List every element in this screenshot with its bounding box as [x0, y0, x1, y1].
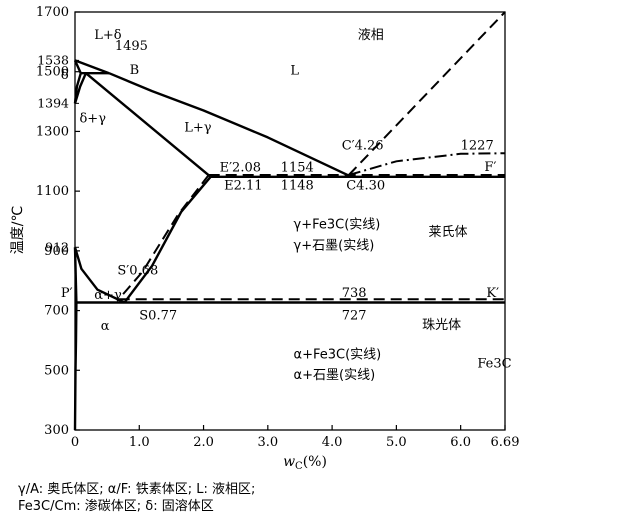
annotation: 727 — [342, 309, 367, 324]
annotation: B — [130, 63, 140, 78]
annotation: α — [101, 319, 110, 334]
solid-line-a3-gs — [73, 246, 126, 304]
x-axis-label-sub: C — [295, 461, 303, 472]
x-tick-label: 6.0 — [450, 435, 471, 450]
y-tick-label: 900 — [44, 244, 69, 259]
x-tick-label: 0 — [71, 435, 79, 450]
annotation: S′0.68 — [117, 264, 158, 279]
x-tick-label: 4.0 — [322, 435, 343, 450]
annotation: C4.30 — [346, 179, 385, 194]
y-tick-label: 1100 — [36, 184, 69, 199]
x-axis-label: wC(%) — [283, 454, 327, 472]
annotation: 1154 — [281, 161, 314, 176]
annotation: γ+Fe3C(实线) — [294, 217, 381, 232]
annotation: E′2.08 — [220, 161, 261, 176]
annotation: C′4.26 — [342, 138, 384, 153]
y-side-label: 912 — [45, 239, 69, 254]
annotation: α+γ — [94, 288, 122, 303]
annotation: S0.77 — [139, 309, 177, 324]
y-side-label: 1394 — [37, 95, 69, 110]
solid-line-solidus-je — [85, 72, 212, 178]
legend-line-1: γ/A: 奥氏体区; α/F: 铁素体区; L: 液相区; — [18, 482, 256, 497]
annotation: F′ — [484, 160, 496, 175]
x-tick-label: 6.69 — [491, 435, 520, 450]
annotation: Fe3C — [477, 356, 511, 371]
annotation: P′ — [61, 286, 73, 301]
y-axis-label: 温度/℃ — [10, 206, 26, 254]
dashed-line-graphite-acm — [117, 174, 210, 300]
y-tick-label: 300 — [44, 423, 69, 438]
annotation: L — [290, 64, 299, 79]
y-tick-label: 700 — [44, 304, 69, 319]
annotation: 1495 — [115, 39, 148, 54]
solid-line-solidus-ah — [73, 59, 82, 74]
annotation: 738 — [342, 286, 367, 301]
dashed-line-graphite-liquidus — [348, 11, 506, 176]
x-tick-label: 5.0 — [386, 435, 407, 450]
annotation: 液相 — [358, 28, 384, 43]
annotation: 莱氏体 — [429, 225, 468, 240]
solid-line-delta-solvus-jn — [73, 72, 88, 104]
annotation: 1148 — [281, 179, 314, 194]
annotation: L+δ — [94, 28, 122, 43]
solid-line-liquidus-ab — [74, 59, 110, 75]
annotation: L+γ — [184, 120, 212, 135]
x-tick-label: 2.0 — [193, 435, 214, 450]
annotation: α+Fe3C(实线) — [294, 347, 382, 362]
annotation: 1227 — [461, 138, 494, 153]
solid-line-liquidus-bc — [108, 72, 352, 178]
annotation: δ — [61, 68, 69, 83]
annotation: K′ — [486, 286, 499, 301]
x-axis-label-prefix: w — [283, 454, 295, 470]
y-tick-label: 1300 — [36, 124, 69, 139]
x-axis-label-suffix: (%) — [303, 454, 327, 470]
dashdot-line-graphite-liquidus-right — [348, 152, 506, 176]
y-tick-label: 1700 — [36, 5, 69, 20]
y-tick-label: 1500 — [36, 65, 69, 80]
y-tick-label: 500 — [44, 363, 69, 378]
annotation: δ+γ — [79, 111, 106, 126]
annotation: E2.11 — [224, 179, 262, 194]
annotation: 珠光体 — [422, 318, 461, 333]
annotation: α+石墨(实线) — [294, 368, 376, 383]
annotation: γ+石墨(实线) — [294, 238, 375, 253]
y-side-label: 1538 — [37, 52, 69, 67]
x-tick-label: 1.0 — [129, 435, 150, 450]
x-tick-label: 3.0 — [257, 435, 278, 450]
legend-line-2: Fe3C/Cm: 渗碳体区; δ: 固溶体区 — [18, 499, 214, 514]
solid-line-acm-es — [123, 176, 212, 304]
plot-frame — [74, 11, 506, 431]
